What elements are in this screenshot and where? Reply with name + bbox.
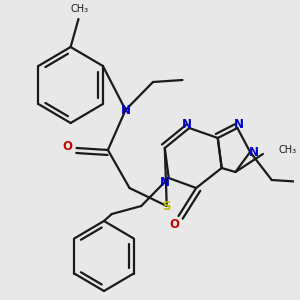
Text: N: N — [121, 103, 130, 116]
Text: CH₃: CH₃ — [70, 4, 88, 14]
Text: O: O — [169, 218, 180, 230]
Text: CH₃: CH₃ — [279, 145, 297, 155]
Text: N: N — [182, 118, 192, 130]
Text: N: N — [234, 118, 244, 130]
Text: N: N — [249, 146, 259, 158]
Text: N: N — [160, 176, 170, 188]
Text: O: O — [63, 140, 73, 154]
Text: S: S — [163, 200, 171, 212]
